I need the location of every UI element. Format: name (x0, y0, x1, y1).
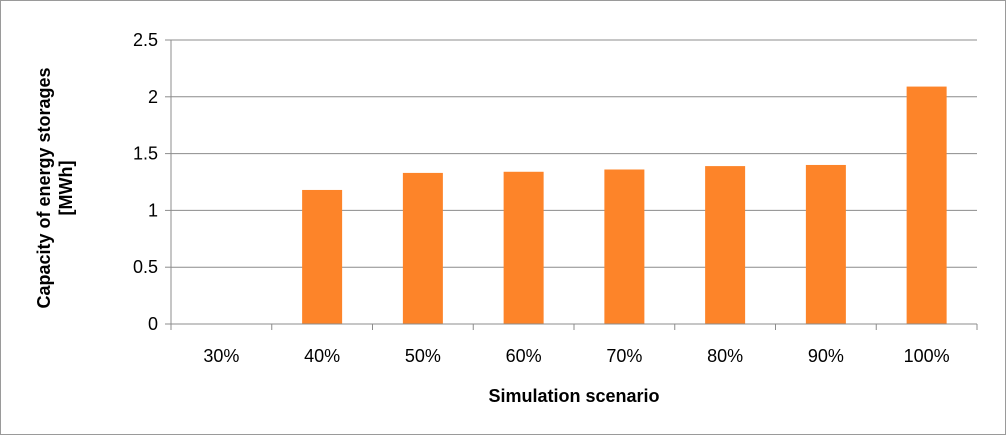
bar-70pct (604, 169, 645, 324)
y-tick-label: 0 (148, 314, 158, 334)
bars (302, 86, 947, 325)
bar-60pct (503, 171, 544, 324)
y-tick-label: 2 (148, 87, 158, 107)
bar-40pct (302, 189, 343, 324)
y-axis-title-line-1: Capacity of energy storages (34, 67, 54, 308)
y-tick-label: 1 (148, 200, 158, 220)
y-axis-title-line-2: [MWh] (56, 161, 76, 216)
x-axis-title: Simulation scenario (488, 386, 659, 406)
y-tick-label: 0.5 (133, 257, 158, 277)
x-tick-label: 100% (904, 346, 950, 366)
x-tick-label: 50% (405, 346, 441, 366)
x-tick-label: 80% (707, 346, 743, 366)
y-tick-labels: 0 0.5 1 1.5 2 2.5 (133, 30, 171, 334)
x-tick-labels: 30% 40% 50% 60% 70% 80% 90% 100% (203, 346, 949, 366)
x-tick-label: 40% (304, 346, 340, 366)
gridlines (171, 39, 977, 268)
bar-80pct (705, 166, 746, 324)
y-tick-label: 1.5 (133, 144, 158, 164)
x-tick-label: 60% (506, 346, 542, 366)
x-tick-label: 30% (203, 346, 239, 366)
bar-100pct (906, 86, 947, 325)
bar-50pct (402, 172, 443, 324)
x-tick-label: 70% (606, 346, 642, 366)
axes (170, 40, 978, 330)
bar-90pct (805, 164, 846, 324)
y-tick-label: 2.5 (133, 30, 158, 50)
x-tick-label: 90% (808, 346, 844, 366)
y-axis-title: Capacity of energy storages [MWh] (34, 67, 76, 308)
